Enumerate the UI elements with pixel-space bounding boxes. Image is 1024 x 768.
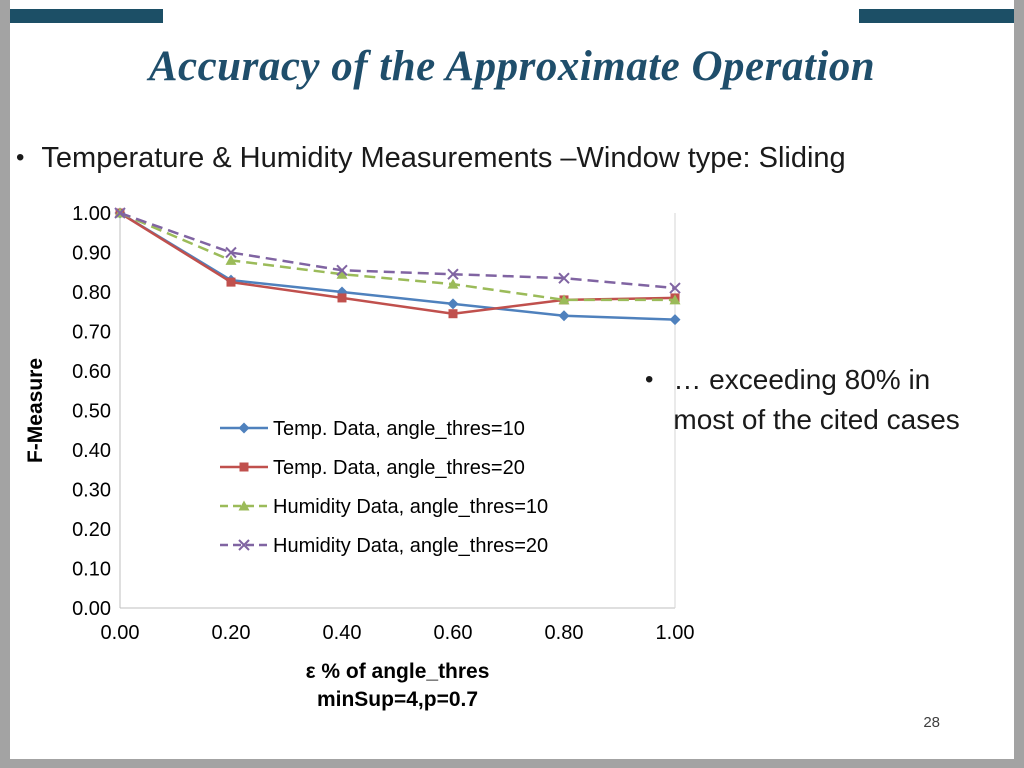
legend-entry-1: Temp. Data, angle_thres=10 — [220, 418, 525, 440]
legend-entry-2: Temp. Data, angle_thres=20 — [220, 457, 525, 479]
y-tick-label: 0.10 — [72, 559, 111, 581]
legend-label: Temp. Data, angle_thres=10 — [273, 418, 525, 440]
series-line — [119, 211, 675, 302]
chart-legend: Temp. Data, angle_thres=10 Temp. Data, an… — [220, 418, 548, 557]
x-tick-label: 0.40 — [323, 622, 362, 644]
slide-title: Accuracy of the Approximate Operation — [148, 43, 876, 90]
side-note-bullet: • … exceeding 80% in most of the cited c… — [645, 360, 1015, 440]
corner-accent-bar-left — [10, 9, 163, 23]
bullet-text: Temperature & Humidity Measurements –Win… — [41, 142, 846, 174]
y-axis-title: F-Measure — [24, 358, 47, 463]
x-tick-label: 0.80 — [545, 622, 584, 644]
series-line — [119, 211, 676, 321]
chart-series-1 — [114, 207, 681, 326]
x-tick-label: 1.00 — [656, 622, 695, 644]
y-tick-label: 0.40 — [72, 440, 111, 462]
f-measure-line-chart: 0.00 0.10 0.20 0.30 0.40 0.50 0.60 0.70 0.80 0.90… — [24, 203, 695, 711]
side-note-line2: most of the cited cases — [673, 404, 960, 435]
x-axis-subtitle: minSup=4,p=0.7 — [317, 688, 478, 711]
chart-series-4 — [114, 207, 681, 294]
corner-accent-bar-right — [859, 9, 1014, 23]
y-tick-label: 0.30 — [72, 480, 111, 502]
y-tick-label: 0.60 — [72, 361, 111, 383]
side-note-bullet-marker: • — [645, 366, 654, 393]
y-tick-label: 1.00 — [72, 203, 111, 225]
page-number: 28 — [923, 714, 940, 731]
bullet-marker: • — [16, 144, 25, 171]
y-tick-label: 0.80 — [72, 282, 111, 304]
chart-series-3 — [114, 207, 681, 305]
legend-label: Humidity Data, angle_thres=10 — [273, 496, 548, 518]
legend-entry-3: Humidity Data, angle_thres=10 — [220, 496, 548, 518]
slide-frame-bottom — [0, 759, 1024, 768]
y-tick-label: 0.90 — [72, 243, 111, 265]
bullet-item: • Temperature & Humidity Measurements –W… — [16, 140, 996, 176]
x-tick-label: 0.60 — [434, 622, 473, 644]
side-note-line1: … exceeding 80% in — [673, 364, 931, 395]
legend-entry-4: Humidity Data, angle_thres=20 — [220, 535, 548, 557]
side-note-text: … exceeding 80% in most of the cited cas… — [673, 360, 959, 440]
legend-label: Humidity Data, angle_thres=20 — [273, 535, 548, 557]
series-line — [119, 211, 676, 315]
chart-series-2 — [115, 208, 680, 319]
x-tick-label: 0.00 — [101, 622, 140, 644]
y-tick-label: 0.50 — [72, 401, 111, 423]
y-tick-label: 0.70 — [72, 322, 111, 344]
slide-frame-left — [0, 0, 10, 768]
legend-label: Temp. Data, angle_thres=20 — [273, 457, 525, 479]
y-tick-label: 0.00 — [72, 598, 111, 620]
slide-frame-right — [1014, 0, 1024, 768]
y-tick-label: 0.20 — [72, 519, 111, 541]
series-line — [119, 211, 676, 290]
x-tick-label: 0.20 — [212, 622, 251, 644]
x-axis-title: ε % of angle_thres — [306, 660, 490, 683]
